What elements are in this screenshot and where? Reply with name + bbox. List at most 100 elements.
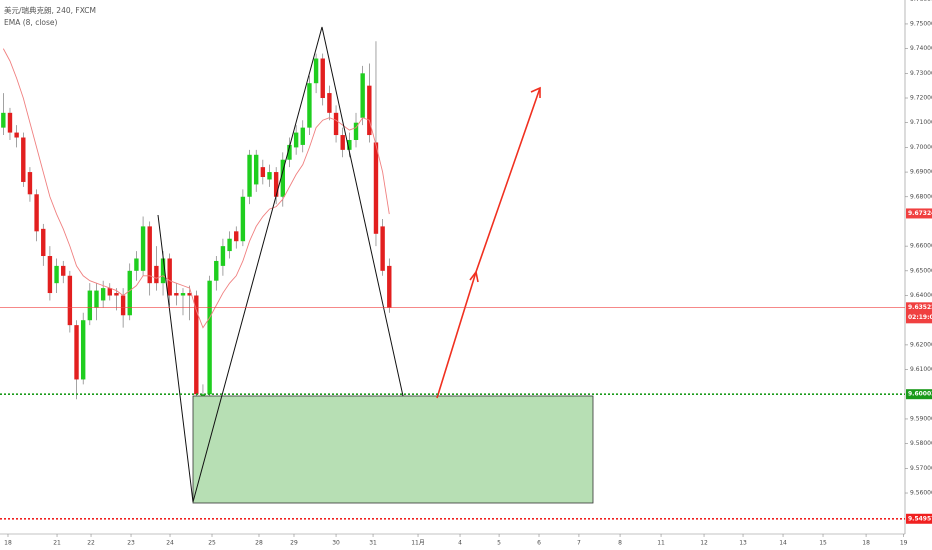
y-tick-label: 9.62000: [910, 341, 932, 348]
candle-body: [27, 172, 33, 195]
candle-body: [174, 293, 179, 296]
y-tick-label: 9.58000: [910, 440, 932, 447]
x-tick-label: 6: [537, 540, 541, 547]
candle-body: [147, 226, 152, 284]
x-tick-label: 18: [4, 540, 12, 547]
zigzag-pattern: [157, 26, 404, 503]
x-tick-label: 31: [369, 540, 377, 547]
candle-body: [167, 258, 172, 296]
candle-body: [160, 258, 166, 284]
candle-body: [273, 172, 279, 197]
arrow-head: [530, 86, 541, 98]
candle-body: [87, 290, 93, 321]
y-tick-label: 9.72000: [910, 95, 932, 102]
candle-body: [107, 288, 112, 296]
price-label: 9.54957: [908, 515, 932, 522]
price-label: 9.60003: [908, 391, 932, 398]
x-tick-label: 14: [779, 540, 787, 547]
x-tick-label: 15: [819, 540, 827, 547]
y-tick-label: 9.76000: [910, 0, 932, 3]
x-tick-label: 5: [497, 540, 501, 547]
candle-body: [280, 159, 286, 197]
indicator-label: EMA (8, close): [4, 18, 58, 27]
price-label-box: [906, 389, 932, 400]
target-zone: [192, 395, 594, 504]
candle-body: [307, 83, 312, 128]
y-tick-label: 9.61000: [910, 366, 932, 373]
x-tick-label: 13: [739, 540, 747, 547]
price-label: 9.67324: [908, 210, 932, 217]
candle-body: [187, 293, 192, 296]
candle-body: [7, 112, 13, 133]
x-tick-label: 25: [208, 540, 216, 547]
y-tick-label: 9.73000: [910, 70, 932, 77]
candle-body: [154, 265, 159, 284]
x-tick-label: 8: [618, 540, 622, 547]
price-label-box: [906, 513, 932, 524]
candle-body: [373, 142, 379, 234]
candle-body: [327, 93, 332, 113]
x-tick-label: 18: [862, 540, 870, 547]
price-label-box: [906, 208, 932, 219]
y-tick-label: 9.69000: [910, 169, 932, 176]
x-tick-label: 21: [53, 540, 61, 547]
candle-body: [260, 167, 266, 178]
x-tick-label: 12: [700, 540, 708, 547]
candle-body: [134, 258, 139, 271]
candle-body: [140, 226, 146, 271]
y-tick-label: 9.68000: [910, 193, 932, 200]
plot-area: [1, 41, 392, 422]
candle-body: [267, 172, 272, 180]
candle-body: [320, 58, 325, 99]
price-label: 9.63522: [908, 304, 932, 311]
candle-body: [114, 293, 119, 296]
y-tick-label: 9.65000: [910, 267, 932, 274]
y-tick-label: 9.66000: [910, 243, 932, 250]
arrow-head: [469, 270, 479, 283]
ema-line: [2, 48, 390, 329]
candle-body: [333, 112, 339, 136]
y-tick-label: 9.57000: [910, 465, 932, 472]
candle-body: [67, 275, 73, 326]
chart-title: 美元/瑞典克朗, 240, FXCM: [4, 5, 96, 15]
candle-body: [247, 154, 252, 197]
candle-body: [353, 122, 359, 140]
candle-body: [367, 85, 372, 136]
candle-body: [214, 260, 219, 281]
candle-body: [234, 231, 239, 242]
candle-body: [300, 127, 305, 145]
x-tick-label: 7: [577, 540, 581, 547]
candle-body: [14, 132, 19, 138]
candle-body: [360, 73, 365, 118]
candle-body: [293, 132, 299, 148]
candle-body: [120, 295, 126, 316]
y-tick-label: 9.59000: [910, 415, 932, 422]
candle-body: [194, 295, 199, 395]
x-tick-label: 24: [166, 540, 174, 547]
candle-body: [340, 135, 345, 150]
candle-body: [380, 226, 385, 271]
candle-body: [94, 290, 99, 308]
y-tick-label: 9.75000: [910, 20, 932, 27]
x-tick-label: 30: [332, 540, 340, 547]
x-tick-label: 22: [87, 540, 95, 547]
countdown-label: 02:19:05: [908, 314, 932, 321]
candle-body: [21, 137, 26, 182]
candle-body: [80, 320, 86, 380]
x-tick-label: 23: [127, 540, 135, 547]
candle-body: [313, 58, 319, 84]
candle-body: [287, 144, 292, 160]
x-tick-label: 28: [255, 540, 263, 547]
candle-body: [47, 256, 53, 294]
candle-body: [347, 139, 352, 150]
x-tick-label: 29: [290, 540, 298, 547]
y-tick-label: 9.71000: [910, 119, 932, 126]
candle-body: [220, 246, 226, 266]
candle-body: [227, 238, 232, 252]
candle-body: [100, 288, 106, 301]
x-tick-label: 11月: [411, 540, 425, 547]
candle-body: [34, 194, 39, 232]
x-tick-label: 11: [657, 540, 665, 547]
candle-body: [74, 325, 79, 380]
